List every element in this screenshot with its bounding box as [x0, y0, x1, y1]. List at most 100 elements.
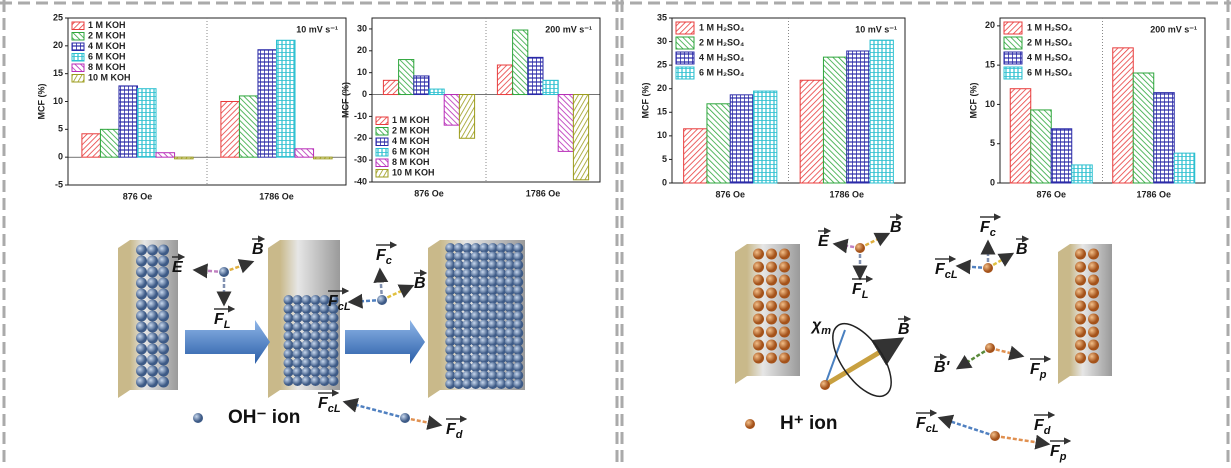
- ion-sphere: [766, 301, 777, 312]
- ion-sphere: [1075, 314, 1086, 325]
- ion-sphere: [136, 333, 147, 344]
- ion-sphere: [147, 267, 158, 278]
- bar: [823, 57, 846, 183]
- bar: [558, 95, 573, 152]
- ion-sphere: [400, 413, 410, 423]
- ion-sphere: [513, 379, 523, 389]
- ion-sphere: [302, 322, 312, 332]
- subscript: c: [990, 227, 996, 239]
- ion-sphere: [147, 377, 158, 388]
- ion-sphere: [766, 249, 777, 260]
- bar: [314, 157, 333, 159]
- bar: [156, 153, 175, 157]
- ion-sphere: [136, 245, 147, 256]
- ion-sphere: [753, 262, 764, 273]
- ion-sphere: [284, 304, 294, 314]
- ion-sphere: [766, 327, 777, 338]
- ion-legend: OH⁻ ion: [228, 407, 300, 428]
- y-tick-label: 15: [985, 60, 995, 70]
- bar: [239, 96, 258, 157]
- schematic: EBFLFcFcLBFcLFdOH⁻ ionEBFLFcFcLBχmBB'FpF…: [118, 217, 1112, 463]
- symbol: B: [898, 321, 910, 338]
- bar: [754, 91, 777, 183]
- ion-sphere: [293, 313, 303, 323]
- legend-swatch: [72, 75, 84, 83]
- x-tick-label: 1786 Oe: [526, 188, 561, 198]
- ion-sphere: [329, 313, 339, 323]
- subscript: p: [1039, 369, 1047, 381]
- ion-sphere: [1088, 314, 1099, 325]
- flow-arrow: [345, 320, 425, 364]
- legend-label: 4 M KOH: [392, 136, 430, 146]
- ion-sphere: [329, 358, 339, 368]
- ion-sphere: [320, 331, 330, 341]
- ion-sphere: [293, 358, 303, 368]
- legend-label: 1 M H₂SO₄: [1027, 22, 1072, 32]
- ion-sphere: [284, 376, 294, 386]
- bar: [1010, 89, 1031, 183]
- legend-swatch: [376, 128, 388, 136]
- ion-sphere: [284, 322, 294, 332]
- ion-sphere: [147, 245, 158, 256]
- ion-sphere: [766, 314, 777, 325]
- chart: 05101520253035MCF (%)10 mV s⁻¹876 Oe1786…: [640, 12, 905, 199]
- legend-label: 4 M H₂SO₄: [699, 52, 744, 62]
- ion-sphere: [293, 340, 303, 350]
- legend-swatch: [376, 138, 388, 146]
- ion-sphere: [779, 249, 790, 260]
- ion-sphere: [293, 304, 303, 314]
- ion-sphere: [136, 344, 147, 355]
- legend-swatch: [72, 33, 84, 41]
- ion-sphere: [1088, 327, 1099, 338]
- ion-sphere: [302, 358, 312, 368]
- y-tick-label: 20: [657, 83, 667, 93]
- subscript: cL: [926, 423, 939, 435]
- ion-legend: H⁺ ion: [780, 413, 838, 434]
- ion-sphere: [284, 340, 294, 350]
- ion-sphere: [1088, 249, 1099, 260]
- ion-sphere: [302, 340, 312, 350]
- bar: [528, 57, 543, 94]
- vector-label: Fc: [376, 247, 392, 267]
- ion-sphere: [293, 331, 303, 341]
- vector-label: Fd: [1034, 417, 1051, 437]
- ion-sphere: [311, 331, 321, 341]
- ion-sphere: [779, 275, 790, 286]
- bar: [414, 76, 429, 95]
- ion-sphere: [1075, 288, 1086, 299]
- vector-label: B': [934, 359, 951, 376]
- y-axis-label: MCF (%): [36, 84, 46, 120]
- ion-sphere: [766, 288, 777, 299]
- bar: [1051, 129, 1072, 183]
- y-tick-label: 0: [362, 89, 367, 99]
- y-tick-label: -5: [55, 179, 63, 189]
- legend-swatch: [676, 52, 694, 64]
- x-tick-label: 876 Oe: [123, 191, 153, 201]
- legend-label: 4 M KOH: [88, 41, 126, 51]
- bar: [1113, 48, 1134, 183]
- legend-swatch: [1004, 22, 1022, 34]
- bar: [82, 134, 101, 157]
- figure: EBFLFcFcLBFcLFdOH⁻ ionEBFLFcFcLBχmBB'FpF…: [0, 0, 1231, 463]
- chart-title: 10 mV s⁻¹: [855, 24, 897, 34]
- ion-sphere: [985, 343, 995, 353]
- ion-sphere: [293, 322, 303, 332]
- ion-sphere: [1088, 301, 1099, 312]
- symbol: E: [818, 233, 830, 250]
- bar: [730, 95, 753, 183]
- ion-sphere: [147, 256, 158, 267]
- ion-sphere: [779, 288, 790, 299]
- vector-label: B: [890, 219, 902, 236]
- ion-sphere: [329, 349, 339, 359]
- bar: [277, 40, 296, 157]
- ion-sphere: [753, 340, 764, 351]
- y-tick-label: 30: [657, 36, 667, 46]
- legend-swatch: [1004, 52, 1022, 64]
- ion-sphere: [1075, 262, 1086, 273]
- vector-label: FL: [214, 311, 231, 331]
- legend-swatch: [1004, 37, 1022, 49]
- bar: [175, 157, 194, 159]
- bar: [221, 102, 240, 158]
- ion-sphere: [302, 295, 312, 305]
- ion-sphere: [293, 349, 303, 359]
